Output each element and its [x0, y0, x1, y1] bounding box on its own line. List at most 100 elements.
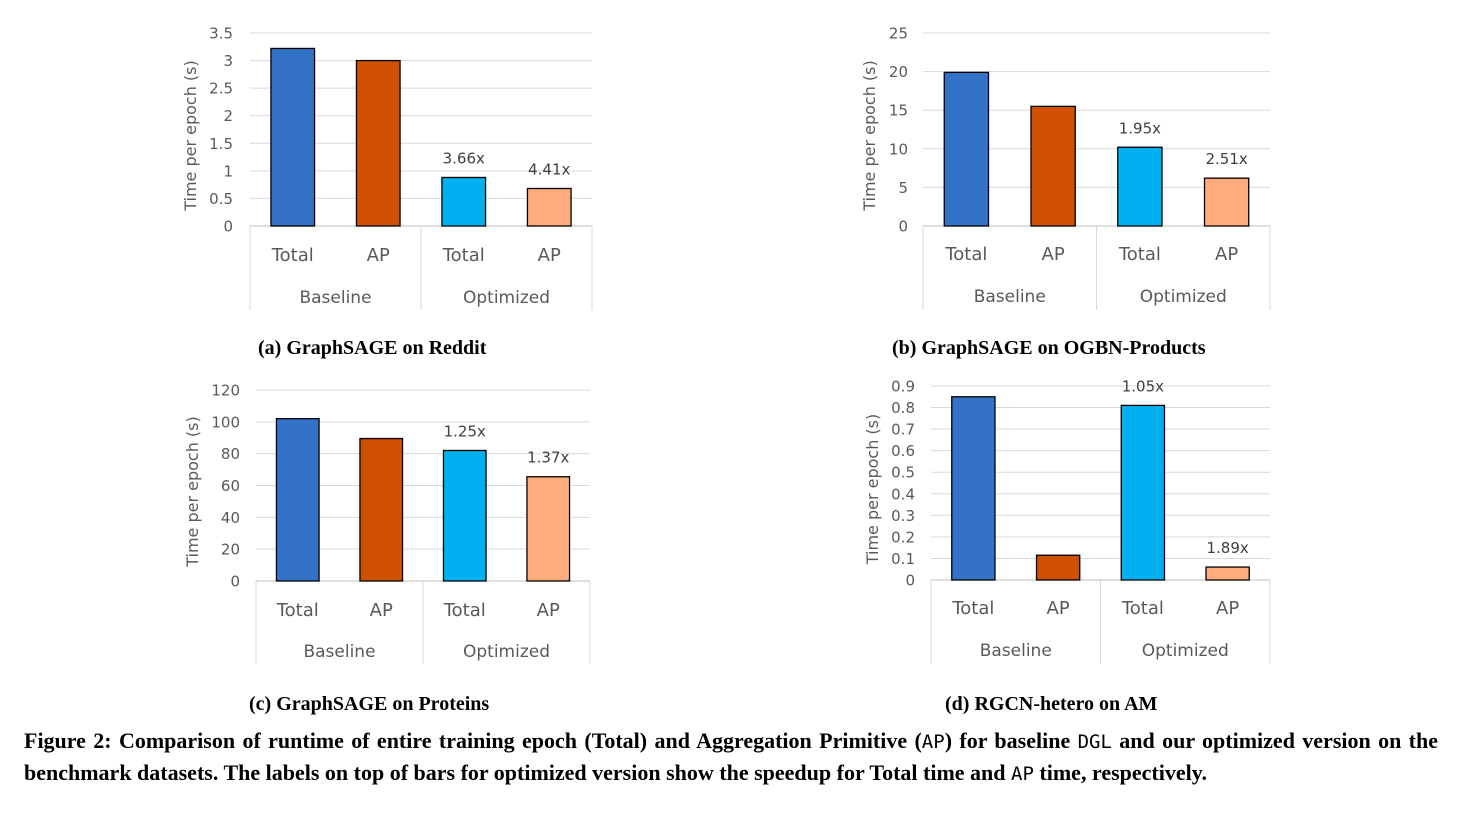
bar-ap-baseline [359, 437, 404, 582]
caption-b: (b) GraphSAGE on OGBN-Products [892, 337, 1206, 359]
y-tick-label: 0.1 [891, 550, 915, 568]
category-label: AP [538, 245, 561, 266]
y-tick-label: 0.9 [891, 378, 915, 396]
group-label: Optimized [463, 642, 550, 662]
chart-panel-a: 0 0.5 1 1.5 2 2.5 3 3.5 Total AP 3.66x Total 4.41x AP… [181, 25, 593, 310]
group-label: Optimized [1142, 641, 1229, 661]
figure-caption: Figure 2: Comparison of runtime of entir… [24, 726, 1438, 789]
bar-total-baseline [951, 396, 996, 581]
figure-caption-code: DGL [1077, 731, 1112, 753]
y-tick-label: 25 [889, 25, 908, 43]
group-label: Baseline [974, 287, 1046, 307]
bar-ap-optimized [1203, 177, 1250, 227]
category-label: Total [1118, 244, 1161, 265]
bar-ap-optimized [1205, 566, 1250, 581]
category-label: Total [271, 245, 314, 266]
y-tick-label: 120 [211, 382, 240, 400]
figure-caption-code: AP [921, 731, 945, 753]
speedup-label: 1.95x [1119, 119, 1161, 137]
y-tick-label: 0.5 [891, 464, 915, 482]
y-tick-label: 0.8 [891, 399, 915, 417]
category-label: Total [944, 244, 987, 265]
figure-caption-part: ) for baseline [944, 728, 1078, 753]
y-tick-label: 0 [223, 218, 233, 236]
bar-total-optimized [442, 449, 487, 582]
y-tick-label: 100 [211, 413, 240, 431]
y-tick-label: 10 [889, 140, 908, 158]
y-tick-label: 3.5 [209, 25, 233, 43]
y-axis-title: Time per epoch (s) [181, 60, 200, 212]
category-label: AP [537, 600, 560, 621]
y-tick-label: 0.3 [891, 507, 915, 525]
y-tick-label: 0.2 [891, 528, 915, 546]
speedup-label: 3.66x [443, 149, 485, 167]
caption-d: (d) RGCN-hetero on AM [945, 693, 1158, 715]
category-label: AP [1047, 598, 1070, 619]
bar-ap-optimized [526, 187, 572, 227]
y-tick-label: 1 [223, 162, 233, 180]
category-label: AP [367, 245, 390, 266]
category-label: AP [370, 600, 393, 621]
y-tick-label: 2.5 [209, 80, 233, 98]
category-label: AP [1216, 598, 1239, 619]
category-label: Total [951, 598, 994, 619]
speedup-label: 4.41x [528, 161, 570, 179]
category-label: Total [1121, 598, 1164, 619]
y-tick-label: 0 [230, 573, 240, 591]
speedup-label: 1.25x [444, 422, 486, 440]
chart-panel-c: 0 20 40 60 80 100 120 Total AP 1.25x Total 1.37x AP B… [183, 382, 591, 664]
bar-ap-baseline [1035, 554, 1081, 581]
speedup-label: 1.89x [1206, 539, 1248, 557]
bar-total-optimized [1117, 146, 1163, 227]
speedup-label: 2.51x [1205, 150, 1247, 168]
speedup-label: 1.37x [527, 449, 569, 467]
category-label: AP [1215, 244, 1238, 265]
y-tick-label: 5 [898, 179, 908, 197]
group-label: Baseline [303, 642, 375, 662]
y-tick-label: 20 [221, 541, 240, 559]
y-tick-label: 0 [905, 572, 915, 590]
y-tick-label: 40 [221, 509, 240, 527]
y-tick-label: 20 [889, 63, 908, 81]
group-label: Optimized [463, 288, 550, 308]
y-tick-label: 0.4 [891, 485, 915, 503]
y-tick-label: 3 [223, 52, 233, 70]
bar-total-baseline [943, 71, 990, 227]
figure-caption-part: and our optimized version on the benchma… [24, 728, 1439, 785]
y-axis-title: Time per epoch (s) [863, 414, 882, 566]
group-label: Optimized [1140, 287, 1227, 307]
y-axis-title: Time per epoch (s) [860, 60, 879, 212]
y-tick-label: 60 [221, 477, 240, 495]
category-label: Total [443, 600, 486, 621]
caption-a: (a) GraphSAGE on Reddit [258, 337, 487, 359]
bar-ap-optimized [526, 476, 571, 582]
bar-ap-baseline [1030, 105, 1076, 227]
y-tick-label: 0.5 [209, 190, 233, 208]
chart-panel-d: 0 0.1 0.2 0.3 0.4 0.5 0.6 0.7 0.8 0.9 Total AP 1.05x… [863, 377, 1271, 664]
category-label: AP [1042, 244, 1065, 265]
group-label: Baseline [299, 288, 371, 308]
speedup-label: 1.05x [1122, 377, 1164, 395]
chart-panel-b: 0 5 10 15 20 25 Total AP 1.95x Total 2.51x AP Baseli… [860, 25, 1271, 310]
y-tick-label: 0.6 [891, 442, 915, 460]
y-axis-title: Time per epoch (s) [183, 416, 202, 568]
figure-caption-code: AP [1011, 762, 1034, 785]
y-tick-label: 0 [898, 218, 908, 236]
y-tick-label: 2 [223, 107, 233, 125]
bar-total-optimized [441, 176, 487, 227]
category-label: Total [276, 600, 319, 621]
bar-total-optimized [1120, 404, 1166, 581]
category-label: Total [442, 245, 485, 266]
bar-total-baseline [270, 47, 316, 227]
caption-c: (c) GraphSAGE on Proteins [249, 693, 490, 715]
y-tick-label: 80 [221, 445, 240, 463]
y-tick-label: 0.7 [891, 421, 915, 439]
y-tick-label: 1.5 [209, 135, 233, 153]
figure-caption-part: time, respectively. [1033, 759, 1208, 785]
bar-total-baseline [275, 417, 320, 582]
bar-ap-baseline [355, 59, 401, 227]
group-label: Baseline [980, 641, 1052, 661]
y-tick-label: 15 [889, 102, 908, 120]
figure-caption-part: Figure 2: Comparison of runtime of entir… [24, 728, 922, 753]
